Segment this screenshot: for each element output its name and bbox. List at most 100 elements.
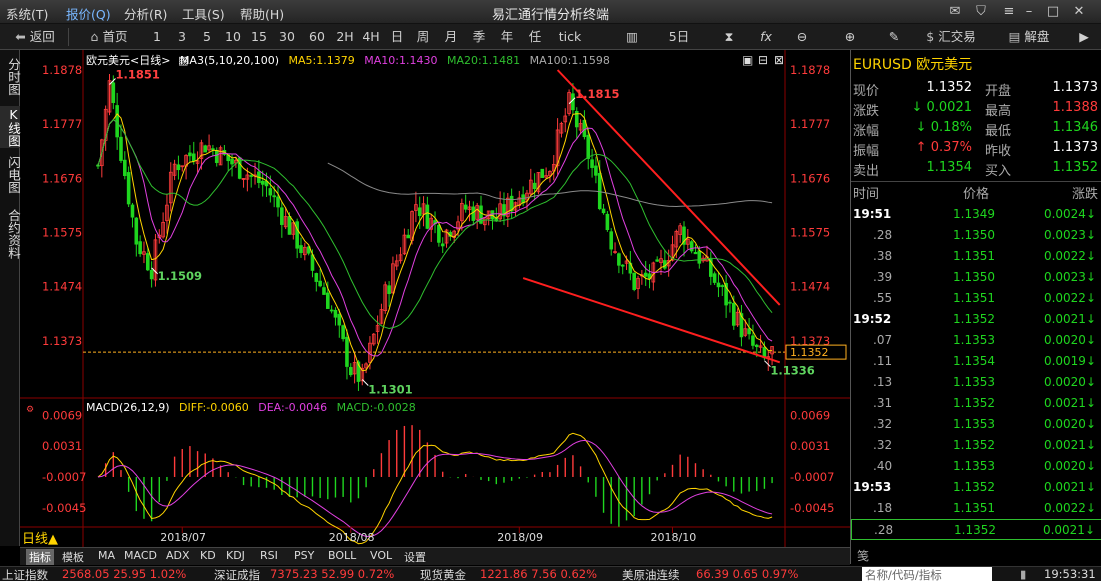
candle-body: [578, 123, 583, 131]
rail-timeshare[interactable]: 分时图: [6, 58, 21, 96]
bars-icon[interactable]: ▥: [626, 29, 638, 44]
minimize-icon[interactable]: –: [1025, 4, 1033, 19]
search-input[interactable]: 名称/代码/指标: [862, 567, 992, 581]
indicator-tab-9[interactable]: BOLL: [328, 549, 357, 562]
home-button[interactable]: ⌂ 首页: [90, 29, 128, 44]
candle-body: [406, 234, 411, 239]
indicator-tab-3[interactable]: MACD: [124, 549, 157, 562]
menu-tools[interactable]: 工具(S): [182, 7, 225, 22]
menu-system[interactable]: 系统(T): [6, 7, 49, 22]
kline-chart[interactable]: 1.1878 1.1878 1.1777 1.1777 1.1676 1.1676 1.15…: [20, 50, 850, 547]
candle-body: [211, 148, 215, 151]
trade-price: 1.1352: [953, 312, 995, 326]
sh-index-name[interactable]: 上证指数: [2, 568, 48, 581]
back-button[interactable]: ⬅ 返回: [15, 29, 55, 44]
period-tab[interactable]: 日线▲: [22, 532, 58, 547]
chart-layout-icon[interactable]: ⊠: [774, 53, 784, 67]
candle-body: [590, 159, 594, 168]
mail-icon[interactable]: ✉: [949, 4, 961, 19]
trade-time: .07: [873, 333, 893, 347]
menu-help[interactable]: 帮助(H): [240, 7, 285, 22]
indicator-tab-6[interactable]: KDJ: [226, 549, 245, 562]
candle-body: [161, 221, 165, 238]
settings-gear-icon[interactable]: ⚙: [26, 405, 34, 415]
period-7-button[interactable]: 2H: [336, 29, 354, 44]
quote-label: 涨跌: [853, 104, 880, 119]
candle-body: [360, 367, 365, 382]
period-1-button[interactable]: 3: [178, 29, 186, 44]
trade-change: 0.0023↓: [1043, 228, 1096, 242]
macd-axis-label-left: -0.0007: [42, 470, 86, 484]
quote-value: 1.1373: [1052, 140, 1099, 155]
zoom-out-icon[interactable]: ⊖: [796, 29, 808, 44]
period-9-button[interactable]: 日: [390, 29, 404, 44]
gold-name[interactable]: 现货黄金: [420, 568, 466, 581]
indicator-tab-0[interactable]: 指标: [26, 549, 54, 565]
quote-label: 现价: [853, 84, 880, 99]
candle-body: [632, 272, 636, 290]
trade-price: 1.1350: [953, 228, 995, 242]
trade-row: .39 1.1350 0.0023↓: [851, 267, 1101, 288]
indicator-tab-10[interactable]: VOL: [370, 549, 393, 562]
video-icon[interactable]: ▶: [1079, 29, 1089, 44]
period-11-button[interactable]: 月: [444, 29, 458, 44]
macd-axis-label-left: 0.0069: [42, 408, 82, 422]
period-13-button[interactable]: 年: [500, 29, 514, 44]
menu-quotes[interactable]: 报价(Q): [66, 7, 111, 22]
candle-icon[interactable]: ⧗: [724, 29, 734, 44]
indicator-tab-2[interactable]: MA: [98, 549, 116, 562]
period-14-button[interactable]: 任: [528, 29, 542, 44]
settings-icon[interactable]: ≡: [1003, 4, 1015, 19]
symbol-menu-icon[interactable]: ▨: [178, 54, 188, 67]
period-15-button[interactable]: tick: [558, 29, 582, 44]
formula-icon[interactable]: fx: [760, 29, 772, 44]
candle-body: [571, 93, 575, 111]
ma20-line: [97, 118, 773, 330]
draw-pen-icon[interactable]: ✎: [888, 29, 900, 44]
candle-body: [709, 258, 713, 277]
period-4-button[interactable]: 15: [251, 29, 267, 44]
indicator-tab-5[interactable]: KD: [200, 549, 216, 562]
rail-contract[interactable]: 合约资料: [6, 209, 21, 259]
zoom-in-icon[interactable]: ⊕: [844, 29, 856, 44]
indicator-tab-4[interactable]: ADX: [166, 549, 190, 562]
period-5-button[interactable]: 30: [279, 29, 295, 44]
trade-change: 0.0021↓: [1042, 523, 1095, 537]
month-label: 2018/10: [651, 531, 697, 544]
period-6-button[interactable]: 60: [309, 29, 325, 44]
period-2-button[interactable]: 5: [203, 29, 211, 44]
ma20-value: MA20:1.1481: [446, 54, 521, 67]
count-button[interactable]: 5日: [668, 29, 690, 44]
trade-button[interactable]: $ 汇交易: [926, 29, 976, 44]
indicator-tab-7[interactable]: RSI: [260, 549, 278, 562]
candle-body: [563, 115, 568, 123]
candle-body: [214, 150, 219, 163]
indicator-tab-1[interactable]: 模板: [62, 551, 84, 564]
menu-analysis[interactable]: 分析(R): [124, 7, 168, 22]
unlock-button[interactable]: ▤ 解盘: [1008, 29, 1050, 44]
rail-kline[interactable]: K线图: [0, 106, 21, 148]
period-0-button[interactable]: 1: [153, 29, 161, 44]
indicator-tab-11[interactable]: 设置: [404, 551, 426, 564]
trade-price: 1.1351: [953, 291, 995, 305]
quote-row: 涨幅 ↓ 0.18% 最低 1.1346: [851, 119, 1101, 139]
period-3-button[interactable]: 10: [225, 29, 241, 44]
quote-label: 买入: [985, 164, 1012, 179]
oil-name[interactable]: 美原油连续: [622, 568, 680, 581]
period-12-button[interactable]: 季: [472, 29, 486, 44]
maximize-icon[interactable]: □: [1046, 4, 1060, 19]
annotation-high-1-pointer: [109, 78, 116, 85]
trade-row: .28 1.1350 0.0023↓: [851, 225, 1101, 246]
close-icon[interactable]: ✕: [1073, 4, 1085, 19]
price-axis-label-right: 1.1777: [790, 117, 830, 131]
period-10-button[interactable]: 周: [416, 29, 430, 44]
sz-index-name[interactable]: 深证成指: [214, 568, 260, 581]
period-8-button[interactable]: 4H: [362, 29, 380, 44]
trade-price: 1.1352: [953, 396, 995, 410]
rail-flash[interactable]: 闪电图: [6, 156, 21, 194]
chart-layout-icon[interactable]: ⊟: [758, 53, 768, 67]
chart-layout-icon[interactable]: ▣: [742, 53, 753, 67]
skin-icon[interactable]: ⛉: [976, 4, 986, 19]
indicator-tab-8[interactable]: PSY: [294, 549, 315, 562]
oil-values: 66.39 0.65 0.97%: [696, 567, 799, 581]
